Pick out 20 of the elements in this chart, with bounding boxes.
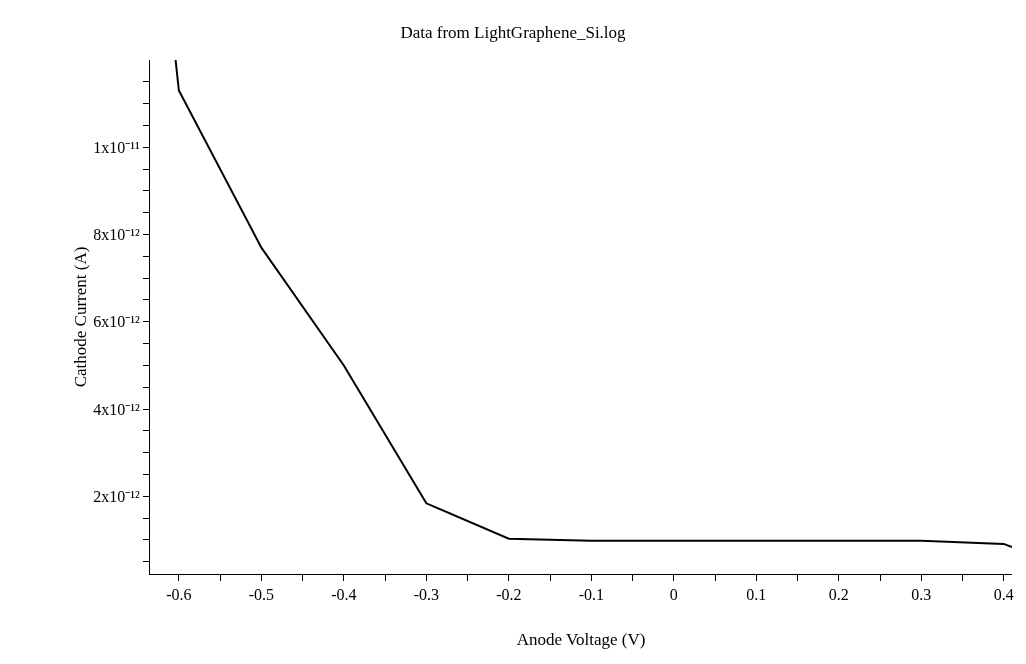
y-tick-label: 1x10⁻¹¹ bbox=[93, 138, 140, 156]
x-tick-label: 0.4 bbox=[993, 586, 1014, 604]
x-tick-label: -0.4 bbox=[331, 586, 357, 604]
y-tick-label: 4x10⁻¹² bbox=[93, 400, 140, 418]
x-tick-label: -0.2 bbox=[496, 586, 522, 604]
x-tick-label: -0.6 bbox=[166, 586, 192, 604]
x-tick-label: -0.3 bbox=[413, 586, 439, 604]
y-axis-title: Cathode Current (A) bbox=[70, 246, 90, 388]
x-tick-label: -0.5 bbox=[248, 586, 275, 604]
x-tick-label: 0.1 bbox=[746, 586, 767, 604]
y-tick-label: 2x10⁻¹² bbox=[93, 487, 140, 505]
x-tick-label: 0 bbox=[669, 586, 678, 604]
x-axis-title: Anode Voltage (V) bbox=[516, 629, 646, 649]
y-tick-label: 8x10⁻¹² bbox=[93, 226, 140, 244]
x-tick-label: 0.2 bbox=[828, 586, 849, 604]
x-tick-label: -0.1 bbox=[578, 586, 604, 604]
chart-title: Data from LightGraphene_Si.log bbox=[400, 23, 627, 43]
y-tick-label: 6x10⁻¹² bbox=[93, 313, 140, 331]
line-series bbox=[174, 60, 1012, 548]
x-tick-label: 0.3 bbox=[911, 586, 932, 604]
